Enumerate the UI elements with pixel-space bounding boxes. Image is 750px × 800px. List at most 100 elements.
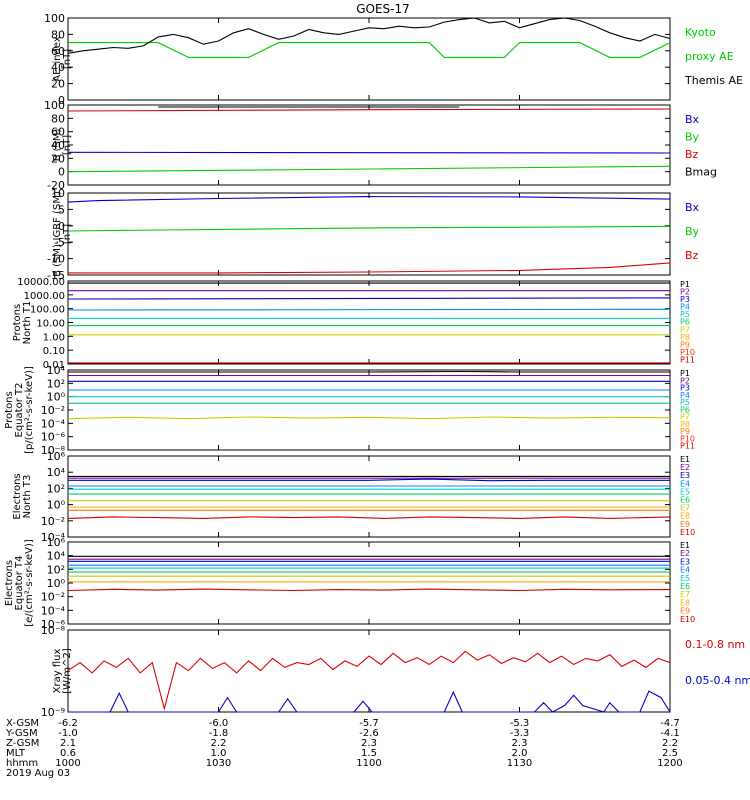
- y-tick-label: 40: [51, 61, 65, 74]
- x-axis-value: -5.3: [510, 718, 530, 729]
- legend-label: E4: [680, 566, 690, 575]
- y-tick-label: 10⁻⁸: [41, 624, 66, 637]
- y-tick-label: 1000.00: [24, 291, 65, 302]
- legend-label: Bx: [685, 113, 700, 126]
- y-tick-label: 0: [58, 166, 65, 179]
- y-tick-label: 10⁶: [47, 536, 66, 549]
- series-line: [67, 108, 671, 112]
- panel-8: 10⁻⁸ 10⁻⁹ Xray flux [W/m^2] 0.1-0.8 nm 0.05-0…: [41, 624, 750, 719]
- panel-frame: [67, 280, 671, 365]
- legend-label: E9: [680, 607, 690, 616]
- y-tick-label: 80: [51, 28, 65, 41]
- x-axis-value: 1100: [356, 758, 381, 769]
- x-axis-value: -4.1: [660, 728, 680, 739]
- legend-label: Bz: [685, 249, 699, 262]
- legend-label: E5: [680, 574, 690, 583]
- y-tick-label: 60: [51, 126, 65, 139]
- legend-label: 0.1-0.8 nm: [685, 638, 745, 651]
- legend-label: P7: [680, 413, 690, 422]
- x-axis-value: 2.5: [662, 748, 678, 759]
- y-tick-label: 10⁻²: [41, 591, 65, 604]
- panel-1: 0 20 40 60 80 100 AE_index [nT] Kyoto proxy AE The…: [44, 12, 743, 107]
- panel-3: -15 -10 -5 0 5 10B (SM)-IGRF (SM) [nT] Bx By Bz: [47, 187, 700, 282]
- y-tick-label: 10⁻⁴: [41, 604, 66, 617]
- x-axis-row-label: Z-GSM: [6, 738, 39, 749]
- legend-label: P6: [680, 318, 690, 327]
- x-axis-value: -6.2: [58, 718, 78, 729]
- series-line: [67, 650, 671, 711]
- legend-label: Bx: [685, 201, 700, 214]
- x-axis-row-label: Y-GSM: [5, 728, 38, 739]
- legend-label: E3: [680, 471, 690, 480]
- legend-label: P9: [680, 427, 690, 436]
- y-tick-label: 0.01: [43, 360, 65, 371]
- y-axis-label: B (SM): [52, 128, 63, 161]
- y-tick-label: 0: [58, 220, 65, 233]
- legend-label: Bmag: [685, 166, 717, 179]
- series-line: [68, 370, 670, 373]
- legend-label: proxy AE: [685, 50, 734, 63]
- y-tick-label: -15: [47, 269, 65, 282]
- legend-label: P4: [680, 391, 690, 400]
- y-tick-label: 10⁰: [47, 499, 66, 512]
- legend-label: By: [685, 131, 700, 144]
- series-line: [67, 151, 671, 154]
- y-tick-label: 10²: [47, 482, 65, 495]
- legend-label: 0.05-0.4 nm: [685, 674, 750, 687]
- x-axis-row-label: X-GSM: [6, 718, 39, 729]
- y-axis-label: [e/(cm²-s-sr-keV)]: [24, 539, 35, 627]
- legend-label: P3: [680, 384, 690, 393]
- legend-label: E7: [680, 504, 690, 513]
- panel-frame: [67, 455, 671, 538]
- y-axis-label: Xray flux: [52, 649, 63, 694]
- y-axis-label: Protons: [4, 391, 15, 428]
- x-axis-value: 2.1: [60, 738, 76, 749]
- y-tick-label: 10⁻⁸: [41, 444, 66, 457]
- y-tick-label: 0.10: [43, 346, 65, 357]
- panel-frame: [67, 369, 671, 451]
- legend-label: P5: [680, 398, 690, 407]
- legend-label: E2: [680, 549, 690, 558]
- x-axis-value: 2.2: [211, 738, 227, 749]
- y-axis-label: Equator T2: [14, 383, 25, 438]
- y-tick-label: 100: [44, 99, 65, 112]
- series-line: [67, 308, 671, 311]
- y-tick-label: 20: [51, 78, 65, 91]
- x-axis-value: -1.8: [209, 728, 229, 739]
- y-tick-label: 10⁰: [47, 577, 66, 590]
- y-axis-label: Electrons: [4, 560, 15, 606]
- y-tick-label: -20: [47, 179, 65, 192]
- legend-label: E10: [680, 528, 695, 537]
- x-axis-value: 1030: [206, 758, 231, 769]
- series-line: [67, 588, 671, 592]
- x-axis-value: 1.0: [211, 748, 227, 759]
- y-axis-label: North T1: [22, 301, 33, 345]
- legend-label: P8: [680, 333, 690, 342]
- x-axis-value: 2.3: [361, 738, 377, 749]
- x-axis-value: -2.6: [359, 728, 379, 739]
- panel-frame: [67, 17, 671, 101]
- x-axis-value: -5.7: [359, 718, 379, 729]
- series-line: [67, 196, 671, 203]
- y-axis-label: AE_index: [52, 36, 63, 82]
- legend-label: P3: [680, 295, 690, 304]
- y-tick-label: 10⁴: [47, 364, 66, 377]
- series-line: [68, 478, 670, 482]
- y-tick-label: 40: [51, 139, 65, 152]
- legend-label: P1: [680, 280, 690, 289]
- x-axis-row-label: hhmm: [6, 758, 38, 769]
- date-label: 2019 Aug 03: [6, 768, 70, 779]
- x-axis-value: 1000: [55, 758, 80, 769]
- y-tick-label: 60: [51, 45, 65, 58]
- x-axis-value: 2.0: [512, 748, 528, 759]
- y-tick-label: 10⁻⁹: [41, 706, 65, 719]
- y-tick-label: 20: [51, 152, 65, 165]
- y-axis-label: Equator T4: [14, 556, 25, 611]
- x-axis-value: -1.0: [58, 728, 78, 739]
- series-line: [67, 416, 671, 420]
- x-axis-value: -4.7: [660, 718, 680, 729]
- legend-label: E4: [680, 479, 690, 488]
- legend-label: E6: [680, 496, 690, 505]
